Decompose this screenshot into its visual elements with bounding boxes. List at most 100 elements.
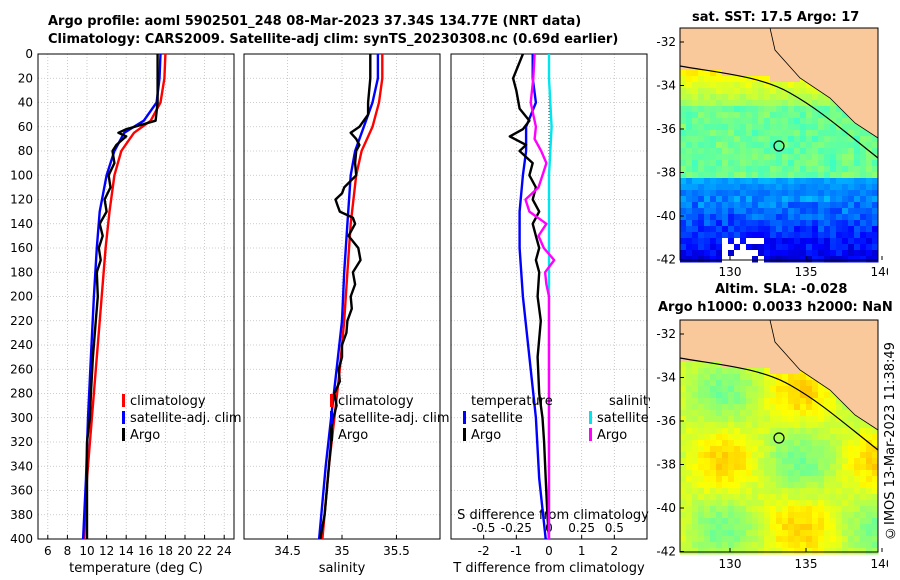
map-cell: [722, 530, 729, 537]
map-cell: [782, 470, 789, 477]
map-cell: [836, 452, 843, 459]
map-cell: [752, 380, 759, 387]
map-cell: [734, 166, 741, 173]
map-cell: [836, 440, 843, 447]
map-cell: [746, 118, 753, 125]
map-cell: [704, 94, 711, 101]
map-cell: [842, 530, 849, 537]
map-cell: [692, 416, 699, 423]
map-cell: [728, 488, 735, 495]
map-cell: [818, 476, 825, 483]
map-cell: [740, 464, 747, 471]
map-cell: [764, 380, 771, 387]
map-cell: [848, 232, 855, 239]
map-cell: [854, 440, 861, 447]
map-cell: [824, 208, 831, 215]
map-cell: [716, 142, 723, 149]
map-cell: [764, 124, 771, 131]
map-cell: [788, 256, 795, 263]
map-cell: [746, 380, 753, 387]
map-cell: [758, 524, 765, 531]
map-cell: [860, 160, 867, 167]
map-cell: [698, 344, 705, 351]
map-cell: [806, 512, 813, 519]
map-cell: [686, 94, 693, 101]
map-cell: [728, 88, 735, 95]
map-cell: [722, 184, 729, 191]
map-cell: [710, 338, 717, 345]
map-cell: [686, 368, 693, 375]
map-cell: [794, 530, 801, 537]
map-cell: [686, 130, 693, 137]
map-cell: [854, 130, 861, 137]
map-cell: [866, 172, 873, 179]
map-cell: [770, 100, 777, 107]
x-tick-label: 2: [611, 544, 619, 558]
map-cell: [686, 88, 693, 95]
map-cell: [704, 130, 711, 137]
map-cell: [842, 172, 849, 179]
map-cell: [788, 392, 795, 399]
map-cell: [764, 464, 771, 471]
map-cell: [716, 446, 723, 453]
legend-swatch: [330, 411, 333, 424]
map-cell: [872, 488, 879, 495]
map-cell: [788, 208, 795, 215]
map-cell: [854, 512, 861, 519]
map-x-label: 135: [795, 265, 818, 279]
map-cell: [686, 208, 693, 215]
sla-map[interactable]: -32-34-36-38-40-42130135140: [648, 318, 888, 580]
map-cell: [710, 542, 717, 549]
map-cell: [800, 226, 807, 233]
map-cell: [770, 88, 777, 95]
map-cell: [812, 524, 819, 531]
sst-map[interactable]: -32-34-36-38-40-42130135140: [648, 26, 888, 288]
map-cell: [824, 94, 831, 101]
map-cell: [704, 434, 711, 441]
map-cell: [740, 452, 747, 459]
map-cell: [686, 404, 693, 411]
map-cell: [830, 536, 837, 543]
map-cell: [812, 386, 819, 393]
map-cell: [758, 470, 765, 477]
map-cell: [866, 250, 873, 257]
map-cell: [788, 232, 795, 239]
map-cell: [692, 512, 699, 519]
map-cell: [728, 190, 735, 197]
map-cell: [872, 184, 879, 191]
map-cell: [752, 332, 759, 339]
map-cell: [794, 178, 801, 185]
map-cell: [740, 100, 747, 107]
map-cell: [788, 452, 795, 459]
map-cell: [770, 46, 777, 53]
map-cell: [740, 380, 747, 387]
map-cell: [758, 100, 765, 107]
map-cell: [716, 178, 723, 185]
map-cell: [746, 136, 753, 143]
map-cell: [872, 476, 879, 483]
map-cell: [842, 440, 849, 447]
map-cell: [788, 500, 795, 507]
map-cell: [752, 172, 759, 179]
map-cell: [698, 76, 705, 83]
map-cell: [722, 100, 729, 107]
map-cell: [800, 410, 807, 417]
x-tick-label: 6: [44, 544, 52, 558]
map-cell: [710, 184, 717, 191]
map-cell: [776, 238, 783, 245]
map-cell: [758, 422, 765, 429]
map-cell: [716, 232, 723, 239]
map-cell: [872, 220, 879, 227]
map-cell: [734, 40, 741, 47]
map-cell: [776, 124, 783, 131]
map-cell: [710, 536, 717, 543]
map-cell: [692, 94, 699, 101]
map-cell: [764, 46, 771, 53]
map-cell: [692, 232, 699, 239]
map-cell: [872, 446, 879, 453]
map-cell: [848, 458, 855, 465]
map-cell: [866, 160, 873, 167]
map-cell: [782, 392, 789, 399]
map-cell: [722, 148, 729, 155]
map-cell: [758, 344, 765, 351]
